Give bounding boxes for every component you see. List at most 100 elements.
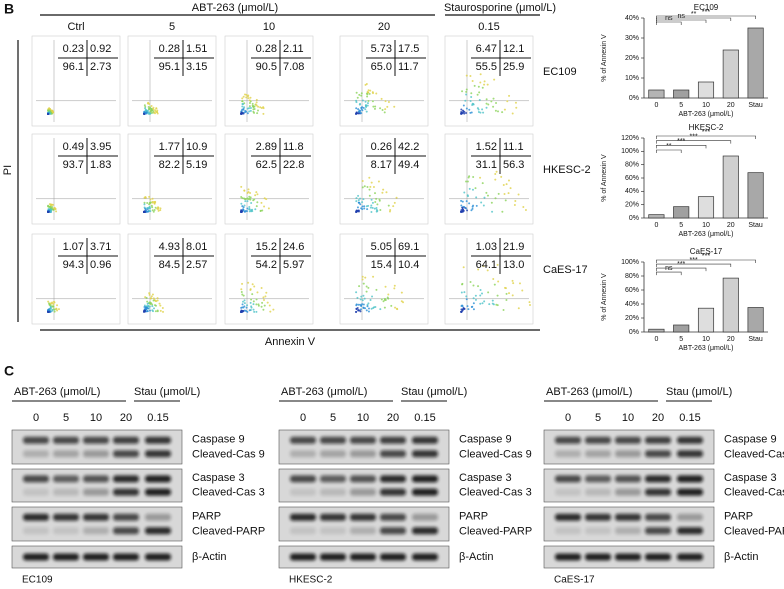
cell-dot — [357, 194, 360, 197]
blot — [543, 429, 715, 465]
cell-dot — [362, 106, 365, 109]
cell-dot — [477, 268, 480, 271]
band-label: Cleaved-Cas 9 — [724, 448, 784, 460]
bar — [673, 89, 690, 99]
cell-dot — [359, 298, 362, 301]
x-tick-label: Stau — [748, 102, 763, 109]
bar — [673, 324, 690, 333]
band — [350, 436, 376, 444]
cell-dot — [467, 176, 470, 179]
cell-dot — [367, 310, 370, 313]
cell-dot — [266, 301, 269, 304]
cell-dot — [369, 89, 372, 92]
cell-dot — [154, 206, 157, 209]
band — [320, 513, 346, 521]
cell-dot — [370, 181, 373, 184]
cell-dot — [154, 310, 157, 313]
band — [380, 488, 406, 496]
cell-dot — [472, 302, 475, 305]
cell-dot — [376, 203, 379, 206]
band — [645, 450, 671, 458]
band-label: β-Actin — [192, 551, 226, 563]
cell-dot — [492, 105, 495, 108]
cell-dot — [366, 95, 369, 98]
cell-dot — [362, 294, 365, 297]
cell-dot — [355, 111, 358, 114]
cell-dot — [246, 200, 249, 203]
bracket — [656, 15, 756, 19]
cell-dot — [250, 201, 253, 204]
cell-dot — [492, 303, 495, 306]
band — [585, 488, 611, 496]
quadrant-value: 1.07 — [63, 241, 84, 253]
cell-dot — [529, 304, 531, 307]
axis-label: ABT-263 (μmol/L) — [679, 111, 734, 118]
x-tick-label: 10 — [702, 222, 710, 229]
band — [380, 553, 406, 561]
x-tick-label: 0 — [654, 102, 658, 109]
cell-dot — [465, 298, 468, 301]
cell-dot — [253, 285, 256, 288]
cell-dot — [255, 303, 258, 306]
cell-dot — [253, 198, 256, 201]
cell-dot — [156, 310, 159, 313]
cell-dot — [148, 203, 151, 206]
cell-dot — [143, 112, 146, 115]
cell-dot — [240, 112, 243, 115]
cell-dot — [248, 99, 251, 102]
cell-dot — [242, 294, 245, 297]
band — [645, 553, 671, 561]
cell-dot — [380, 298, 383, 301]
significance: *** — [677, 261, 685, 268]
cell-dot — [47, 300, 50, 303]
column-label: 5 — [169, 21, 175, 33]
band — [585, 475, 611, 483]
cell-dot — [51, 208, 54, 211]
quadrant-value: 7.08 — [283, 61, 304, 73]
cell-dot — [240, 310, 243, 313]
quadrant-value: 10.9 — [186, 141, 207, 153]
band — [113, 513, 139, 521]
cell-dot — [515, 106, 518, 109]
cell-dot — [468, 108, 471, 111]
cell-dot — [47, 109, 50, 112]
cell-dot — [383, 111, 386, 114]
cell-dot — [53, 301, 56, 304]
y-tick-label: 0% — [629, 215, 639, 222]
cell-dot — [494, 173, 497, 176]
band-label: β-Actin — [724, 551, 758, 563]
cell-dot — [149, 201, 152, 204]
cell-dot — [387, 297, 390, 300]
bar — [697, 81, 715, 99]
cell-dot — [246, 192, 249, 195]
band — [83, 527, 109, 535]
blot — [11, 468, 183, 503]
band — [555, 488, 581, 496]
cell-dot — [503, 193, 506, 196]
quadrant-value: 2.89 — [256, 141, 277, 153]
cell-dot — [480, 201, 483, 204]
band — [113, 475, 139, 483]
lane-label: 5 — [595, 412, 601, 424]
cell-dot — [465, 107, 468, 110]
cell-dot — [265, 198, 268, 201]
band — [350, 553, 376, 561]
band-label: PARP — [724, 510, 753, 522]
cell-dot — [262, 106, 265, 109]
cell-dot — [364, 108, 367, 111]
band — [677, 553, 703, 561]
cell-dot — [466, 305, 469, 308]
cell-dot — [485, 98, 488, 101]
cell-dot — [372, 92, 375, 95]
cell-dot — [361, 106, 364, 109]
quadrant-value: 2.73 — [90, 61, 111, 73]
cell-dot — [156, 109, 159, 112]
band — [145, 450, 171, 458]
cell-dot — [462, 266, 465, 269]
cell-dot — [461, 109, 464, 112]
band-label: Caspase 9 — [192, 433, 245, 445]
cell-dot — [149, 107, 152, 110]
cell-dot — [262, 308, 265, 311]
cell-dot — [496, 110, 499, 113]
quadrant-value: 65.0 — [371, 61, 392, 73]
